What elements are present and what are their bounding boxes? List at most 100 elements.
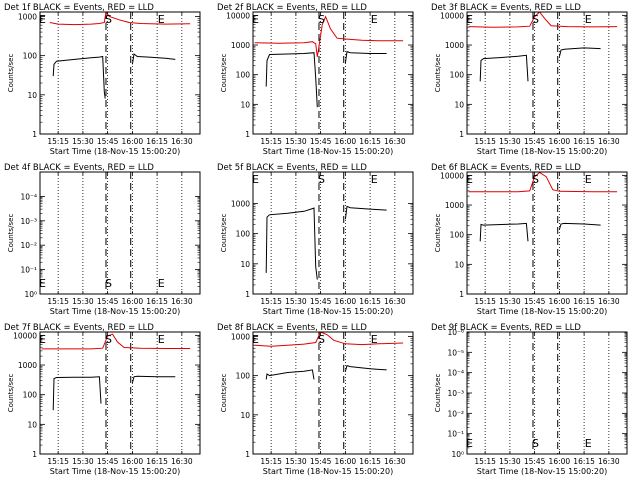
lld-series-line [468, 12, 618, 28]
x-tick-label: 15:45 [524, 297, 546, 306]
panel-title: Det 3f BLACK = Events, RED = LLD [431, 3, 581, 13]
x-tick-label: 15:45 [97, 457, 119, 466]
y-tick-label: 1 [32, 130, 37, 139]
x-tick-label: 15:30 [499, 457, 521, 466]
events-series-line [265, 52, 318, 108]
x-tick-label: 15:15 [260, 297, 282, 306]
end-marker-letter: E [158, 277, 165, 290]
y-tick-label: 10 [240, 260, 250, 269]
x-tick-label: 15:15 [474, 297, 496, 306]
y-tick-label: 1 [245, 450, 250, 459]
y-tick-label: 10⁻⁵ [447, 348, 464, 357]
x-tick-label: 15:15 [474, 137, 496, 146]
panel-title: Det 9f BLACK = Events, RED = LLD [431, 323, 581, 333]
panel-title: Det 7f BLACK = Events, RED = LLD [4, 323, 154, 333]
end-marker-letter: E [371, 173, 378, 186]
y-tick-label: 10 [27, 91, 37, 100]
y-tick-label: 100 [236, 372, 251, 381]
left-edge-marker-letter: E [252, 13, 259, 26]
x-tick-label: 16:30 [598, 137, 620, 146]
panel-title: Det 8f BLACK = Events, RED = LLD [217, 323, 367, 333]
y-tick-label: 10⁻⁶ [447, 328, 464, 337]
y-tick-label: 10⁻¹ [447, 430, 464, 439]
lld-series-line [41, 333, 191, 350]
y-tick-label: 1000 [445, 201, 464, 210]
x-tick-label: 15:45 [310, 457, 332, 466]
y-tick-label: 10⁻² [447, 409, 464, 418]
end-marker-letter: E [585, 437, 592, 450]
lld-series-line [254, 332, 404, 347]
x-axis-label: Start Time (18-Nov-15 15:00:20) [263, 467, 393, 476]
y-tick-label: 10⁻³ [447, 389, 464, 398]
y-tick-label: 10 [240, 411, 250, 420]
left-edge-marker-letter: E [39, 277, 46, 290]
x-tick-label: 15:30 [72, 457, 94, 466]
x-tick-label: 16:30 [384, 137, 406, 146]
start-marker-letter: S [105, 13, 112, 26]
y-tick-label: 10⁻¹ [20, 266, 37, 275]
y-tick-label: 100 [236, 230, 251, 239]
y-axis-label: Counts/sec [220, 54, 228, 93]
lld-series-line [49, 12, 191, 26]
x-axis-label: Start Time (18-Nov-15 15:00:20) [263, 307, 393, 316]
x-tick-label: 15:45 [310, 297, 332, 306]
y-tick-label: 10⁻³ [20, 217, 37, 226]
y-axis-label: Counts/sec [220, 214, 228, 253]
y-tick-label: 1 [245, 130, 250, 139]
end-marker-letter: E [158, 333, 165, 346]
start-marker-letter: S [105, 277, 112, 290]
lld-series-line [254, 15, 404, 57]
plot-frame [39, 171, 201, 295]
x-tick-label: 16:30 [598, 457, 620, 466]
x-axis-label: Start Time (18-Nov-15 15:00:20) [477, 467, 607, 476]
start-marker-letter: S [532, 173, 539, 186]
events-series-line [344, 364, 387, 372]
start-marker-letter: S [318, 13, 325, 26]
y-tick-label: 10000 [440, 11, 464, 20]
x-tick-label: 16:30 [384, 457, 406, 466]
x-tick-label: 16:30 [171, 297, 193, 306]
lld-series-line [468, 172, 618, 193]
x-tick-label: 16:15 [146, 137, 168, 146]
y-axis-label: Counts/sec [7, 54, 15, 93]
plot-frame [39, 11, 201, 135]
left-edge-marker-letter: E [252, 333, 259, 346]
left-edge-marker-letter: E [39, 333, 46, 346]
left-edge-marker-letter: E [39, 13, 46, 26]
x-tick-label: 16:00 [549, 297, 571, 306]
left-edge-marker-letter: E [466, 13, 473, 26]
x-tick-label: 16:15 [573, 137, 595, 146]
x-tick-label: 15:45 [310, 137, 332, 146]
panel-title: Det 1f BLACK = Events, RED = LLD [4, 3, 154, 13]
plot-frame [252, 331, 414, 455]
events-series-line [558, 222, 601, 230]
y-tick-label: 100 [23, 391, 38, 400]
y-tick-label: 1000 [18, 12, 37, 21]
plot-frame [252, 11, 414, 135]
y-tick-label: 10⁻² [20, 241, 37, 250]
y-tick-label: 100 [23, 52, 38, 61]
events-series-line [131, 53, 176, 65]
x-tick-label: 15:15 [47, 297, 69, 306]
x-tick-label: 15:45 [97, 297, 119, 306]
x-tick-label: 16:15 [146, 297, 168, 306]
y-axis-label: Counts/sec [434, 54, 442, 93]
left-edge-marker-letter: E [466, 173, 473, 186]
start-marker-letter: S [532, 437, 539, 450]
x-tick-label: 15:30 [499, 137, 521, 146]
x-tick-label: 15:45 [97, 137, 119, 146]
y-tick-label: 10⁰ [24, 290, 37, 299]
x-tick-label: 15:30 [285, 297, 307, 306]
x-tick-label: 16:30 [171, 457, 193, 466]
x-axis-label: Start Time (18-Nov-15 15:00:20) [263, 147, 393, 156]
x-axis-label: Start Time (18-Nov-15 15:00:20) [50, 307, 180, 316]
x-tick-label: 16:15 [573, 457, 595, 466]
y-tick-label: 1 [459, 130, 464, 139]
y-tick-label: 1000 [231, 332, 250, 341]
y-tick-label: 10⁰ [451, 450, 464, 459]
